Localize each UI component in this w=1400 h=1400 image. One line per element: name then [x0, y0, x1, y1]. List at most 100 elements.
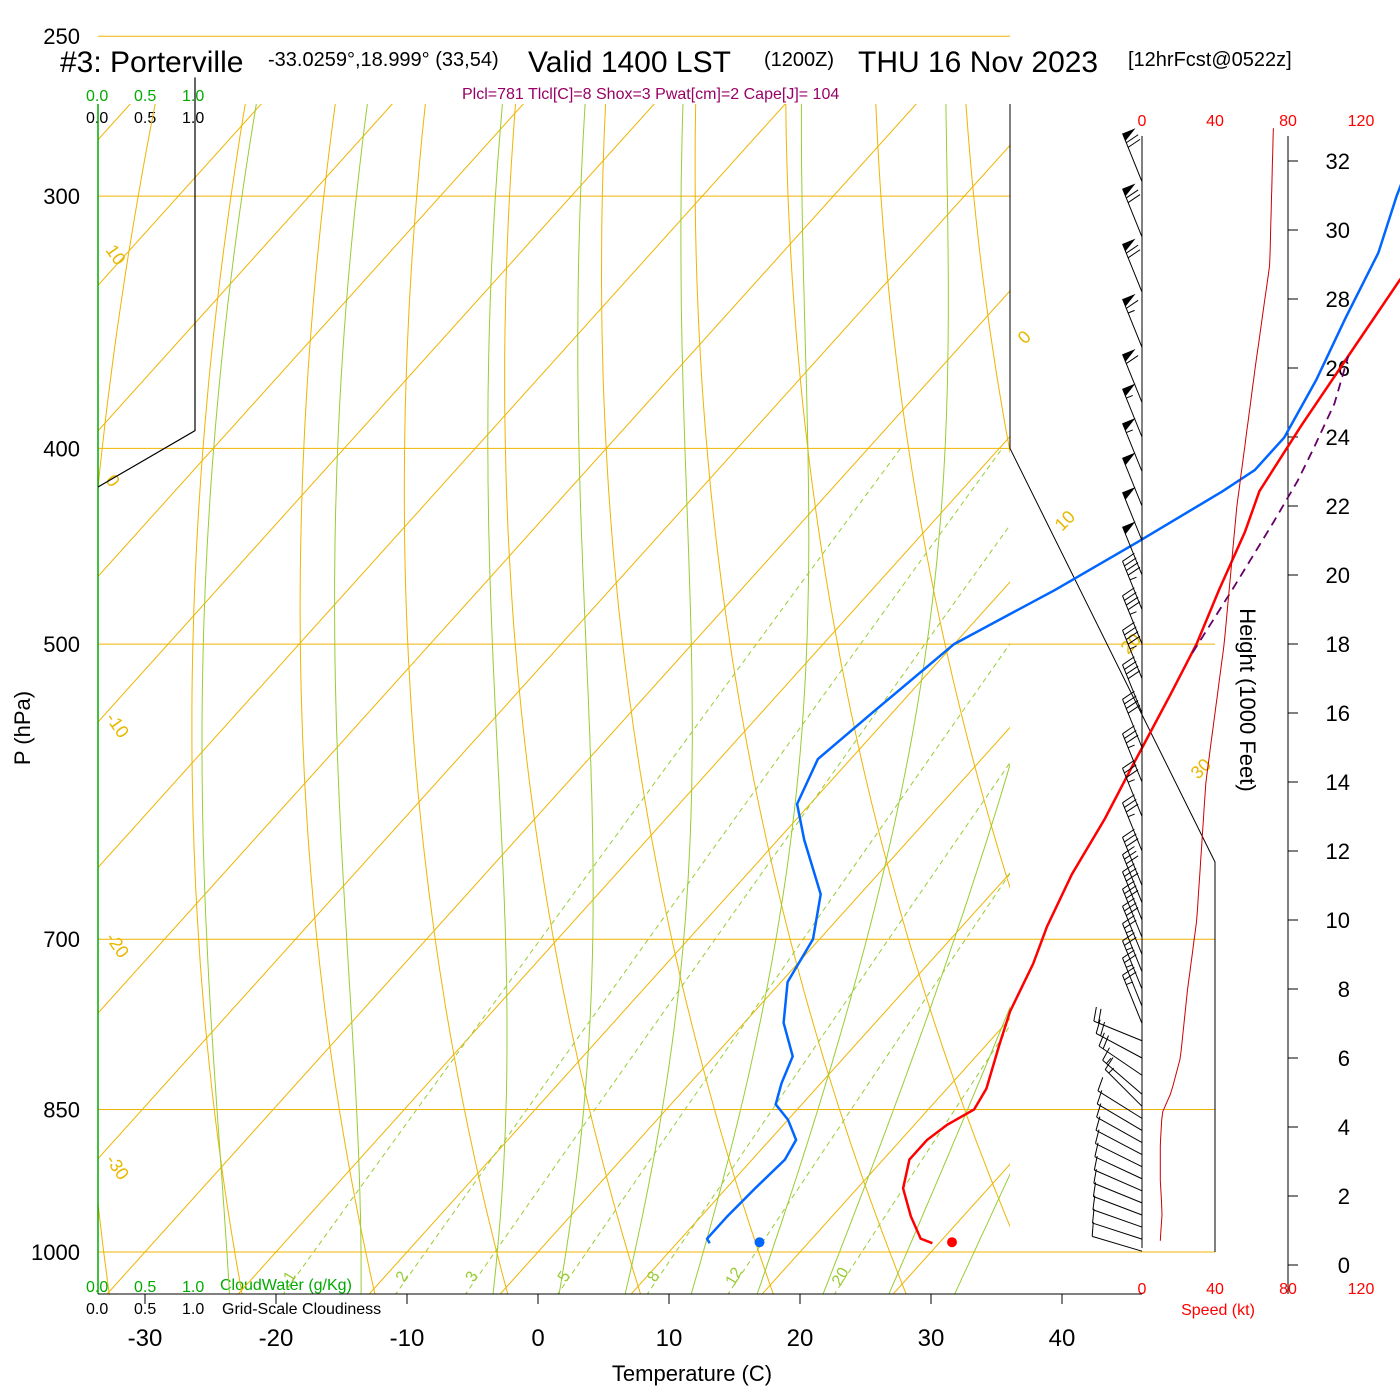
wind-barb: [1122, 966, 1143, 1024]
height-tick-label: 8: [1338, 977, 1350, 1002]
cloud-black-tick-1: 0.5: [134, 110, 156, 127]
wind-barb: [1098, 1032, 1143, 1076]
wind-barb: [1091, 1222, 1143, 1252]
dry-adiabat-line: [694, 104, 907, 1294]
isotherm-label: -10: [102, 709, 133, 742]
wind-barb: [1093, 1155, 1143, 1192]
isotherm-label: 0: [1014, 327, 1035, 348]
dry-adiabat-line: [504, 104, 642, 1294]
wind-barb: [1122, 932, 1143, 990]
dry-adiabat-line: [875, 104, 1010, 890]
wind-barb: [1122, 897, 1143, 955]
cloud-black-tick-0-bottom: 0.0: [86, 1301, 108, 1318]
wind-barb: [1122, 238, 1143, 293]
height-tick-label: 24: [1326, 425, 1350, 450]
x-tick-label: 10: [656, 1325, 683, 1352]
dry-adiabat-line: [785, 104, 1010, 1228]
dry-adiabat-line: [98, 104, 156, 1294]
wind-barb: [1094, 1129, 1143, 1168]
wind-barb: [1122, 293, 1143, 348]
wind-barb: [1122, 621, 1143, 679]
x-axis-title: Temperature (C): [612, 1361, 772, 1386]
dry-adiabat-line: [403, 104, 509, 1294]
x-tick-label: -10: [390, 1325, 425, 1352]
wind-barb: [1093, 1006, 1143, 1042]
isotherm-line: [106, 290, 1010, 1294]
pressure-tick-label: 500: [43, 632, 80, 657]
speed-tick-top-0: 0: [1138, 113, 1147, 130]
speed-tick-top-3: 120: [1348, 113, 1375, 130]
parcel-line: [1191, 355, 1350, 654]
isotherm-line: [98, 104, 917, 1014]
wind-barb: [1122, 487, 1143, 541]
wind-barb: [1097, 1077, 1143, 1119]
isotherm-label: 20: [1117, 630, 1145, 658]
wind-barb: [1122, 521, 1143, 576]
temperature-line: [901, 277, 1400, 1245]
isotherm-label: 30: [1187, 755, 1215, 783]
wind-barb: [1122, 863, 1143, 921]
dry-adiabat-line: [1309, 0, 1400, 1303]
station-coords: -33.0259°,18.999° (33,54): [268, 49, 499, 71]
mixing-ratio-label: 12: [723, 1265, 747, 1289]
height-tick-label: 22: [1326, 494, 1350, 519]
height-tick-label: 4: [1338, 1115, 1350, 1140]
moist-adiabat-line: [690, 104, 810, 1294]
moist-adiabat-line: [624, 104, 693, 1294]
surface-dewpoint-dot: [754, 1237, 765, 1248]
isotherm-line: [98, 144, 1010, 1160]
pressure-tick-label: 700: [43, 927, 80, 952]
cloud-water-label: CloudWater (g/Kg): [220, 1277, 352, 1294]
isotherm-label: -30: [102, 1151, 133, 1184]
height-tick-label: 0: [1338, 1253, 1350, 1278]
wind-barb: [1096, 1090, 1143, 1131]
height-axis-title: Height (1000 Feet): [1235, 608, 1260, 791]
isotherm-line: [98, 104, 393, 432]
cloud-scale-bottom: 0.0 0.5 1.0 CloudWater (g/Kg) 0.0 0.5 1.…: [86, 1277, 381, 1318]
wind-barb: [1122, 846, 1143, 903]
x-tick-label: -20: [259, 1325, 294, 1352]
isotherm-line: [237, 435, 1010, 1294]
wind-barb: [1093, 1169, 1143, 1204]
wind-barb: [1122, 880, 1143, 938]
cloud-green-tick-1: 0.5: [134, 88, 156, 105]
params-line: Plcl=781 Tlcl[C]=8 Shox=3 Pwat[cm]=2 Cap…: [462, 86, 839, 103]
pressure-tick-label: 300: [43, 184, 80, 209]
height-tick-label: 10: [1326, 908, 1350, 933]
cloud-green-tick-2-bottom: 1.0: [182, 1279, 204, 1296]
moist-adiabat-line: [756, 104, 949, 1294]
surface-temperature-dot: [947, 1237, 957, 1248]
mixing-ratio-label: 2: [393, 1269, 412, 1285]
wind-barb: [1122, 915, 1143, 972]
cloudiness-line: [97, 77, 196, 488]
height-tick-label: 12: [1326, 839, 1350, 864]
mixing-ratio-line: [557, 642, 1010, 1294]
isotherm-line: [98, 104, 786, 869]
cloud-black-tick-0: 0.0: [86, 110, 108, 127]
sounding-series: [705, 183, 1400, 1248]
wind-barb: [1122, 759, 1143, 817]
speed-tick-top-1: 40: [1206, 113, 1224, 130]
wind-barb: [1122, 725, 1143, 783]
mixing-ratio-label: 20: [829, 1265, 853, 1289]
right-boundary: [1009, 104, 1216, 1252]
mixing-ratio-line: [465, 524, 1010, 1294]
wind-barb: [1122, 690, 1143, 748]
y-axis-title: P (hPa): [10, 691, 35, 765]
dry-adiabat-line: [299, 104, 376, 1294]
wind-barb: [1095, 1116, 1143, 1156]
wind-barb: [1092, 1182, 1143, 1216]
moist-adiabat-line: [201, 104, 257, 1294]
wind-speed-line: [1159, 128, 1274, 1241]
wind-barb: [1095, 1019, 1143, 1059]
height-tick-label: 32: [1326, 149, 1350, 174]
x-tick-label: 30: [918, 1325, 945, 1352]
cloudiness-layer: [97, 77, 196, 488]
mixing-ratio-line: [395, 448, 1003, 1294]
moist-adiabat-line: [822, 762, 1010, 1294]
height-tick-label: 28: [1326, 287, 1350, 312]
wind-barb: [1122, 128, 1143, 182]
station-title: #3: Porterville: [60, 46, 243, 79]
